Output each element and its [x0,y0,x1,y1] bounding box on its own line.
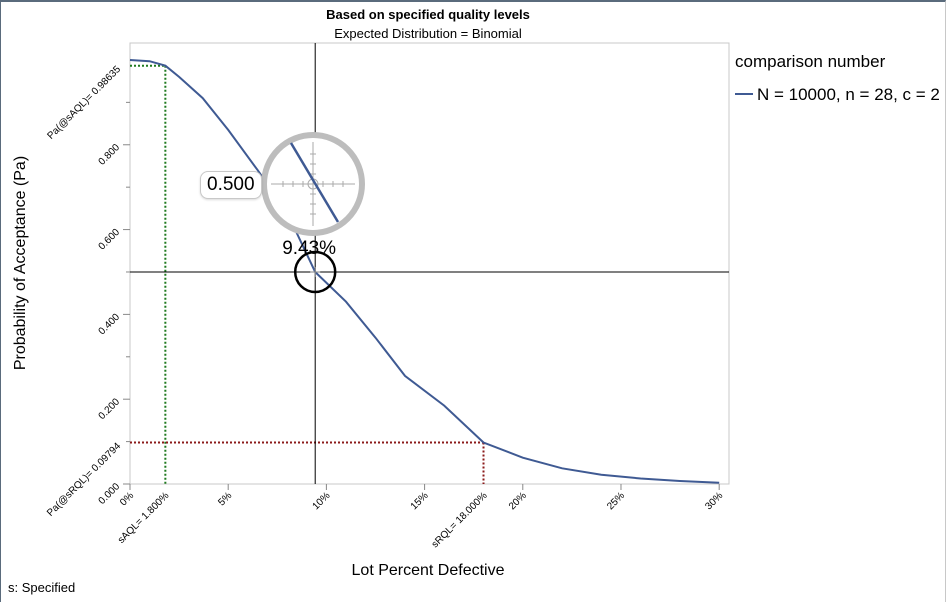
rql-x-label: sRQL= 18.000% [430,490,490,550]
y-tick-label: 0.800 [97,142,123,168]
y-axis-title: Probability of Acceptance (Pa) [12,156,29,370]
chart-subtitle: Expected Distribution = Binomial [334,26,522,41]
plot-area [129,42,730,485]
x-tick-label: 0% [118,490,136,508]
x-tick-label: 15% [409,490,431,512]
legend-swatch [735,92,753,95]
crosshair-y-readout: 0.500 [200,171,262,199]
series-line [129,59,720,484]
crosshair-x-readout: 9.43% [282,237,337,259]
footnote: s: Specified [8,580,76,595]
legend-item[interactable]: N = 10000, n = 28, c = 2 [735,85,940,105]
x-tick-label: 25% [605,490,627,512]
x-tick-label: 20% [507,490,529,512]
y-tick-label: 0.600 [97,227,123,253]
x-tick-label: 10% [311,490,333,512]
y-tick-label: 0.400 [97,311,123,337]
x-axis-title: Lot Percent Defective [352,562,505,579]
legend-series-label: N = 10000, n = 28, c = 2 [757,85,940,104]
legend-title: comparison number [735,52,886,71]
y-tick-label: 0.200 [97,396,123,422]
x-tick-label: 30% [703,490,725,512]
chart-title: Based on specified quality levels [326,7,530,22]
crosshair-target-circle [293,250,337,294]
x-tick-label: 5% [216,490,234,508]
y-tick-label: 0.000 [97,481,123,507]
magnifier-series-line [289,142,340,223]
aql-pa-label: Pa(@sAQL)= 0.98635 [45,64,123,142]
rql-pa-label: Pa(@sRQL)= 0.09794 [45,441,123,519]
